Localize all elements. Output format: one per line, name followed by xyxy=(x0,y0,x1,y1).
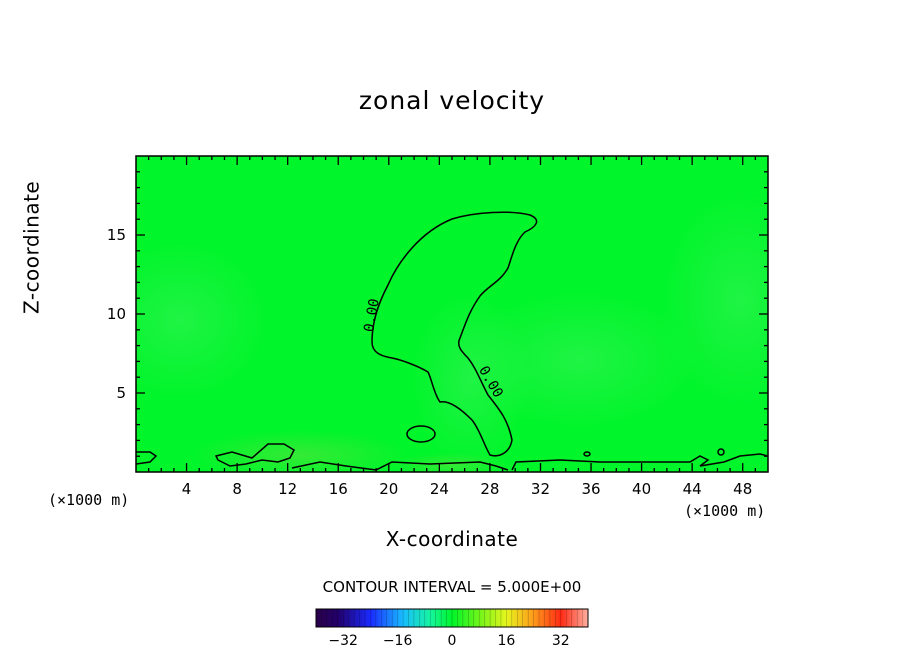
x-tick-label: 36 xyxy=(581,480,601,498)
x-unit-right: (×1000 m) xyxy=(684,502,766,520)
chart-title: zonal velocity xyxy=(358,86,546,115)
x-tick-label: 20 xyxy=(379,480,399,498)
contour-line-small xyxy=(406,425,436,443)
colorbar-tick-label: 16 xyxy=(497,633,516,649)
field-shading xyxy=(136,190,768,472)
contour-line-surface xyxy=(214,443,295,467)
contour-line-small xyxy=(583,451,591,457)
x-unit-left: (×1000 m) xyxy=(48,491,130,509)
contour-lines xyxy=(136,211,768,471)
colorbar-tick-label: 0 xyxy=(447,633,457,649)
x-tick-label: 12 xyxy=(278,480,298,498)
x-tick-label: 44 xyxy=(682,480,702,498)
y-tick-label: 15 xyxy=(106,226,126,244)
x-tick-label: 28 xyxy=(480,480,500,498)
y-tick-label: 5 xyxy=(116,384,126,402)
y-axis-label: Z-coordinate xyxy=(19,180,44,314)
colorbar-tick-label: −32 xyxy=(328,633,358,649)
colorbar-tick-label: 32 xyxy=(551,633,570,649)
x-tick-label: 48 xyxy=(733,480,753,498)
x-tick-label: 24 xyxy=(429,480,449,498)
contour-interval-text: CONTOUR INTERVAL = 5.000E+00 xyxy=(322,578,582,596)
x-tick-label: 16 xyxy=(328,480,348,498)
x-tick-label: 8 xyxy=(232,480,242,498)
contour-line-main xyxy=(371,211,538,457)
colorbar-tick-label: −16 xyxy=(382,633,413,649)
x-tick-label: 40 xyxy=(632,480,652,498)
colorbar xyxy=(315,608,589,628)
y-tick-label: 10 xyxy=(106,305,126,323)
contour-line-surface xyxy=(291,461,509,471)
contour-line-surface xyxy=(136,451,158,465)
x-tick-label: 4 xyxy=(181,480,192,498)
x-axis-label: X-coordinate xyxy=(385,527,519,551)
contour-line-small xyxy=(717,448,725,456)
x-tick-label: 32 xyxy=(530,480,551,498)
contour-label: 0.00 xyxy=(361,297,383,333)
contour-line-surface xyxy=(511,453,768,471)
